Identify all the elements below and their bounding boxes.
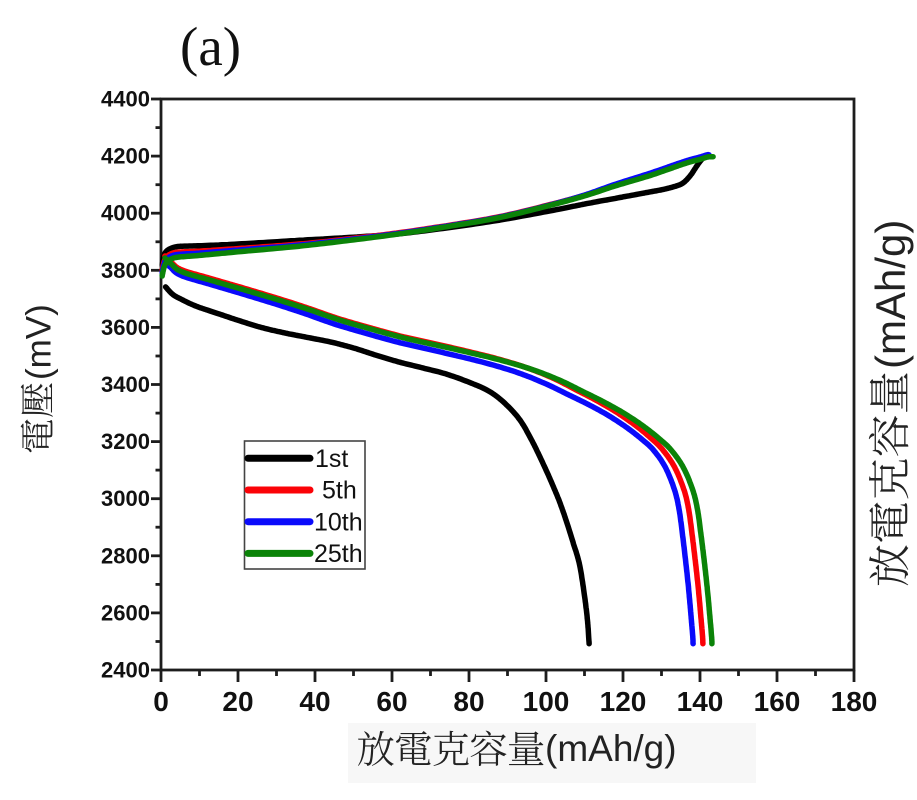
svg-text:4200: 4200 xyxy=(101,144,150,169)
svg-text:40: 40 xyxy=(299,686,330,717)
svg-text:120: 120 xyxy=(600,686,647,717)
svg-text:(a): (a) xyxy=(180,16,241,77)
svg-text:180: 180 xyxy=(831,686,878,717)
svg-text:1st: 1st xyxy=(315,445,348,473)
svg-text:3800: 3800 xyxy=(101,258,150,283)
svg-text:4400: 4400 xyxy=(101,87,150,112)
svg-text:5th: 5th xyxy=(322,477,357,505)
svg-text:3400: 3400 xyxy=(101,372,150,397)
svg-text:(mAh/g): (mAh/g) xyxy=(867,220,914,369)
svg-text:60: 60 xyxy=(376,686,407,717)
svg-text:10th: 10th xyxy=(314,508,363,536)
svg-text:2400: 2400 xyxy=(101,658,150,683)
svg-text:3600: 3600 xyxy=(101,315,150,340)
svg-text:20: 20 xyxy=(222,686,253,717)
svg-text:2600: 2600 xyxy=(101,600,150,625)
svg-text:4000: 4000 xyxy=(101,201,150,226)
svg-text:140: 140 xyxy=(677,686,724,717)
svg-text:3200: 3200 xyxy=(101,429,150,454)
svg-text:2800: 2800 xyxy=(101,543,150,568)
svg-text:25th: 25th xyxy=(314,540,363,568)
svg-text:3000: 3000 xyxy=(101,486,150,511)
svg-text:80: 80 xyxy=(453,686,484,717)
svg-text:0: 0 xyxy=(153,686,169,717)
svg-text:(mV): (mV) xyxy=(20,304,59,380)
svg-text:(mAh/g): (mAh/g) xyxy=(545,728,677,769)
svg-text:160: 160 xyxy=(754,686,801,717)
svg-text:100: 100 xyxy=(523,686,570,717)
